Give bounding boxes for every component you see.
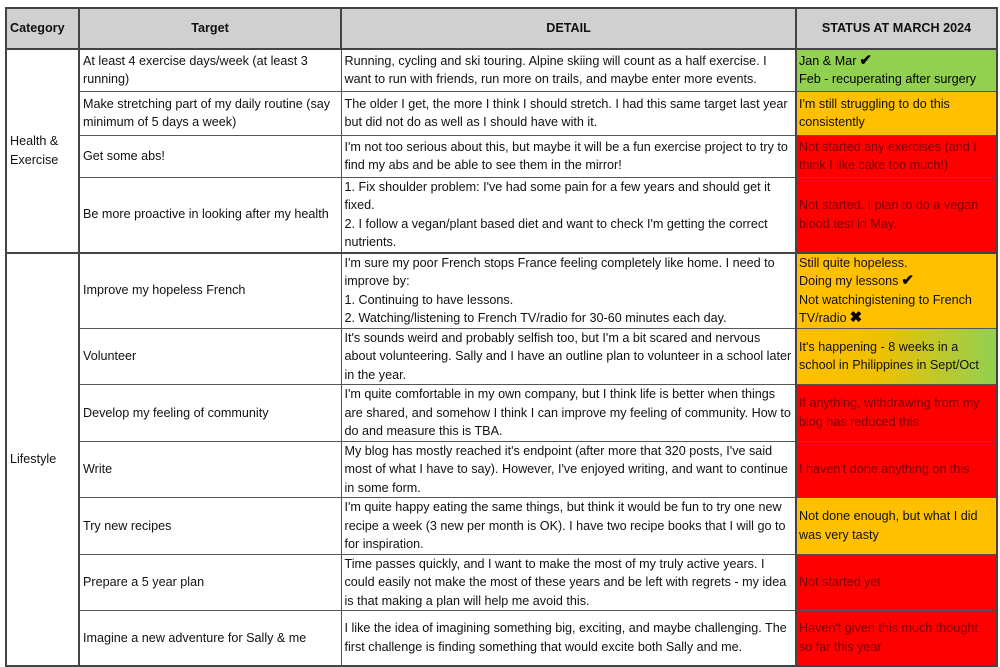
status-cell: Jan & Mar ✔ Feb - recuperating after surge… bbox=[795, 48, 998, 92]
status-text: I haven't done anything on this bbox=[799, 462, 970, 476]
target-cell: Try new recipes bbox=[78, 497, 342, 555]
status-text: Feb - recuperating after surgery bbox=[799, 72, 977, 87]
status-line: Not done enough, but what I did was very… bbox=[799, 507, 994, 544]
detail-line: 1. Fix shoulder problem: I've had some p… bbox=[344, 179, 771, 213]
detail-cell: The older I get, the more I think I shou… bbox=[340, 90, 797, 136]
detail-cell: I'm quite happy eating the same things, … bbox=[340, 497, 797, 555]
goals-table: Category Target DETAIL STATUS AT MARCH 2… bbox=[5, 7, 998, 667]
detail-line: 2. Watching/listening to French TV/radio… bbox=[344, 311, 727, 325]
table-row: Prepare a 5 year plan Time passes quickly… bbox=[6, 553, 998, 611]
status-line: Jan & Mar ✔ bbox=[799, 52, 994, 71]
table-row: Make stretching part of my daily routine… bbox=[6, 90, 998, 136]
status-text: It's happening - 8 weeks in a school in … bbox=[799, 339, 979, 373]
detail-line: I'm quite happy eating the same things, … bbox=[344, 500, 786, 551]
detail-cell: I'm quite comfortable in my own company,… bbox=[340, 384, 797, 442]
status-cell: Not started. I plan to do a vegan blood … bbox=[795, 176, 998, 254]
detail-cell: I'm not too serious about this, but mayb… bbox=[340, 134, 797, 178]
target-cell: Develop my feeling of community bbox=[78, 384, 342, 442]
status-line: I'm still struggling to do this consiste… bbox=[799, 95, 994, 132]
target-cell: At least 4 exercise days/week (at least … bbox=[78, 48, 342, 92]
status-text: Not started yet bbox=[799, 575, 881, 589]
table-row: Health & Exercise At least 4 exercise day… bbox=[5, 48, 998, 254]
status-cell: If anything, withdrawing from my blog ha… bbox=[795, 384, 998, 442]
header-category: Category bbox=[5, 7, 80, 50]
detail-cell: It's sounds weird and probably selfish t… bbox=[340, 327, 797, 385]
status-line: Feb - recuperating after surgery bbox=[799, 70, 994, 89]
table-row: Volunteer It's sounds weird and probably … bbox=[6, 327, 998, 385]
status-line: It's happening - 8 weeks in a school in … bbox=[799, 338, 994, 375]
detail-line: I like the idea of imagining something b… bbox=[344, 621, 787, 654]
header-detail: DETAIL bbox=[340, 7, 797, 50]
status-cell: Still quite hopeless. Doing my lessons ✔ No… bbox=[795, 252, 998, 329]
detail-cell: My blog has mostly reached it's endpoint… bbox=[340, 440, 797, 498]
table-row: Try new recipes I'm quite happy eating th… bbox=[6, 497, 998, 555]
status-text: Not watchingistening to French TV/radio bbox=[799, 292, 972, 326]
check-icon: ✔ bbox=[859, 51, 872, 69]
target-cell: Make stretching part of my daily routine… bbox=[78, 90, 342, 136]
table-row: Be more proactive in looking after my he… bbox=[6, 176, 998, 254]
status-line: If anything, withdrawing from my blog ha… bbox=[799, 394, 994, 431]
status-line: Not started any exercises (and I think I… bbox=[799, 138, 994, 175]
target-cell: Prepare a 5 year plan bbox=[78, 553, 342, 611]
status-cell: Not done enough, but what I did was very… bbox=[795, 497, 998, 555]
status-text: Haven't given this much thought so far t… bbox=[799, 621, 978, 654]
header-target: Target bbox=[78, 7, 342, 50]
cross-icon: ✖ bbox=[849, 309, 863, 326]
status-text: Not started. I plan to do a vegan blood … bbox=[799, 198, 979, 231]
table-body: Health & Exercise At least 4 exercise day… bbox=[5, 48, 998, 667]
status-line: I haven't done anything on this bbox=[799, 460, 994, 479]
target-cell: Write bbox=[78, 440, 342, 498]
target-cell: Imagine a new adventure for Sally & me bbox=[78, 610, 342, 667]
detail-line: It's sounds weird and probably selfish t… bbox=[344, 330, 792, 382]
detail-line: The older I get, the more I think I shou… bbox=[344, 96, 788, 130]
status-line: Doing my lessons ✔ bbox=[799, 272, 994, 291]
detail-line: Time passes quickly, and I want to make … bbox=[344, 556, 787, 608]
detail-line: 1. Continuing to have lessons. bbox=[344, 292, 514, 307]
detail-cell: Running, cycling and ski touring. Alpine… bbox=[340, 48, 797, 92]
detail-line: 2. I follow a vegan/plant based diet and… bbox=[344, 216, 768, 250]
status-text: Jan & Mar bbox=[799, 53, 857, 68]
detail-cell: 1. Fix shoulder problem: I've had some p… bbox=[340, 176, 797, 254]
status-cell: I haven't done anything on this bbox=[795, 440, 998, 498]
status-line: Not started. I plan to do a vegan blood … bbox=[799, 196, 994, 233]
detail-cell: Time passes quickly, and I want to make … bbox=[340, 553, 797, 611]
check-icon: ✔ bbox=[901, 272, 914, 289]
detail-line: My blog has mostly reached it's endpoint… bbox=[344, 443, 788, 495]
status-text: Not done enough, but what I did was very… bbox=[799, 509, 978, 542]
detail-line: I'm quite comfortable in my own company,… bbox=[344, 387, 791, 438]
detail-line: Running, cycling and ski touring. Alpine… bbox=[344, 53, 767, 87]
status-cell: It's happening - 8 weeks in a school in … bbox=[795, 327, 998, 385]
target-cell: Get some abs! bbox=[78, 134, 342, 178]
status-line: Haven't given this much thought so far t… bbox=[799, 619, 994, 656]
category-cell: Health & Exercise bbox=[5, 48, 80, 254]
status-text: I'm still struggling to do this consiste… bbox=[799, 96, 950, 130]
table-row: Develop my feeling of community I'm quite… bbox=[6, 384, 998, 442]
target-cell: Be more proactive in looking after my he… bbox=[78, 176, 342, 254]
status-cell: Not started any exercises (and I think I… bbox=[795, 134, 998, 178]
status-text: Doing my lessons bbox=[799, 274, 899, 288]
header-row: Category Target DETAIL STATUS AT MARCH 2… bbox=[5, 7, 998, 50]
status-line: Still quite hopeless. bbox=[799, 254, 994, 273]
status-text: Still quite hopeless. bbox=[799, 255, 908, 270]
status-text: Not started any exercises (and I think I… bbox=[799, 139, 977, 173]
detail-cell: I like the idea of imagining something b… bbox=[340, 610, 797, 667]
table-row: Imagine a new adventure for Sally & me I … bbox=[6, 610, 998, 667]
table-row: Get some abs! I'm not too serious about t… bbox=[6, 134, 998, 178]
status-line: Not watchingistening to French TV/radio ✖ bbox=[799, 291, 994, 328]
table-row: Lifestyle Improve my hopeless French I'm s… bbox=[5, 252, 998, 667]
status-cell: I'm still struggling to do this consiste… bbox=[795, 90, 998, 136]
status-line: Not started yet bbox=[799, 573, 994, 592]
status-cell: Haven't given this much thought so far t… bbox=[795, 610, 998, 667]
status-cell: Not started yet bbox=[795, 553, 998, 611]
detail-line: I'm not too serious about this, but mayb… bbox=[344, 139, 788, 173]
detail-line: I'm sure my poor French stops France fee… bbox=[344, 255, 775, 289]
detail-cell: I'm sure my poor French stops France fee… bbox=[340, 252, 797, 329]
status-text: If anything, withdrawing from my blog ha… bbox=[799, 396, 980, 429]
table-row: Write My blog has mostly reached it's end… bbox=[6, 440, 998, 498]
target-cell: Improve my hopeless French bbox=[78, 252, 342, 329]
header-status: STATUS AT MARCH 2024 bbox=[795, 7, 998, 50]
target-cell: Volunteer bbox=[78, 327, 342, 385]
category-cell: Lifestyle bbox=[5, 252, 80, 667]
